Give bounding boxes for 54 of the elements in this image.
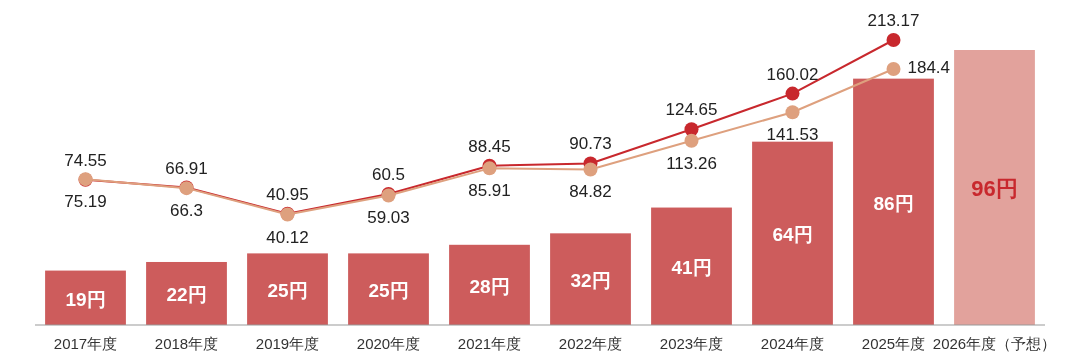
data-label: 25円 (368, 280, 409, 302)
data-label: 85.91 (468, 181, 511, 201)
data-label: 184.4 (907, 58, 951, 78)
data-label: 28円 (469, 275, 510, 297)
bar (449, 244, 530, 325)
x-tick-label: 2021年度 (457, 335, 522, 352)
bar (348, 253, 429, 325)
bar (146, 261, 227, 325)
data-label: 60.5 (371, 164, 406, 184)
data-label: 66.91 (165, 158, 208, 178)
data-label: 96円 (971, 175, 1018, 201)
point (684, 133, 699, 148)
point (785, 86, 800, 101)
bar (853, 78, 934, 325)
bar (752, 141, 833, 325)
data-label: 160.02 (766, 64, 819, 84)
data-label: 141.53 (766, 125, 819, 145)
x-tick-label: 2026年度（予想） (932, 335, 1057, 352)
data-label: 90.73 (569, 134, 612, 154)
x-tick-label: 2020年度 (356, 335, 421, 352)
data-label: 113.26 (666, 153, 717, 173)
x-tick-label: 2024年度 (760, 335, 825, 352)
x-tick-label: 2023年度 (659, 335, 724, 352)
data-label: 25円 (267, 280, 308, 302)
data-label: 41円 (671, 257, 712, 279)
bar (550, 233, 631, 325)
point (785, 105, 800, 120)
data-label: 86円 (873, 192, 914, 214)
data-label: 32円 (570, 270, 611, 292)
data-label: 40.95 (266, 184, 309, 204)
x-tick-label: 2018年度 (154, 335, 219, 352)
point (583, 162, 598, 177)
point (886, 62, 901, 77)
data-label: 213.17 (867, 11, 920, 30)
data-label: 22円 (166, 284, 207, 306)
data-label: 59.03 (367, 208, 410, 228)
data-label: 40.12 (266, 227, 309, 247)
bar (45, 270, 126, 325)
data-label: 84.82 (569, 182, 612, 202)
x-tick-label: 2019年度 (255, 335, 320, 352)
data-label: 66.3 (169, 201, 204, 221)
data-label: 74.55 (64, 150, 107, 170)
data-label: 19円 (65, 288, 106, 310)
point (886, 33, 901, 47)
data-label: 88.45 (468, 136, 511, 156)
x-tick-label: 2022年度 (558, 335, 623, 352)
bar (651, 207, 732, 325)
data-label: 75.19 (64, 192, 107, 212)
data-label: 64円 (772, 224, 813, 246)
bar (247, 253, 328, 325)
bar (954, 50, 1035, 325)
x-tick-label: 2025年度 (861, 335, 926, 352)
data-label: 124.65 (665, 100, 718, 120)
x-tick-label: 2017年度 (53, 335, 118, 352)
